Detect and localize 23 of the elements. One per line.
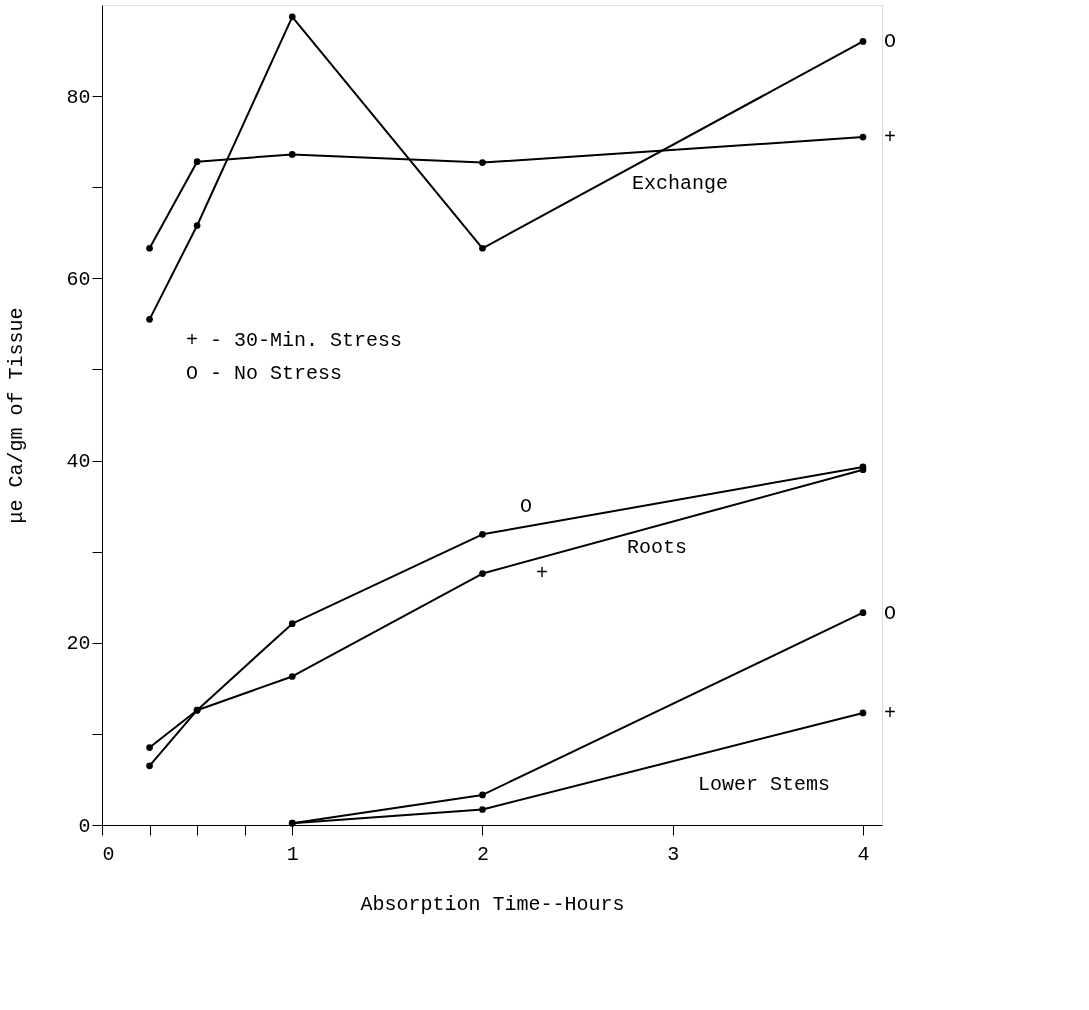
annotation: Exchange bbox=[632, 172, 729, 195]
x-tick-label: 0 bbox=[102, 842, 115, 866]
annotation: O bbox=[520, 495, 533, 518]
x-axis-title: Absorption Time--Hours bbox=[360, 892, 625, 916]
text: + bbox=[884, 702, 897, 725]
x-tick-label: 2 bbox=[476, 842, 489, 866]
annotation: Lower Stems bbox=[698, 773, 831, 796]
y-tick-label: 40 bbox=[66, 450, 91, 474]
y-axis-title: μe Ca/gm of Tissue bbox=[5, 307, 29, 524]
y-tick-label: 0 bbox=[78, 814, 91, 838]
y-tick-label: 60 bbox=[66, 267, 91, 291]
text: + bbox=[884, 126, 897, 149]
y-tick-label: 80 bbox=[66, 85, 91, 109]
annotation: + bbox=[536, 562, 549, 585]
x-tick-label: 1 bbox=[286, 842, 299, 866]
x-tick-label: 4 bbox=[857, 842, 870, 866]
text: O bbox=[884, 602, 897, 625]
x-tick-label: 3 bbox=[667, 842, 680, 866]
annotation: + - 30-Min. Stress bbox=[186, 329, 403, 352]
annotation: Roots bbox=[627, 536, 688, 559]
annotation: O - No Stress bbox=[186, 362, 343, 385]
text: O bbox=[884, 30, 897, 53]
y-tick-label: 20 bbox=[66, 632, 91, 656]
